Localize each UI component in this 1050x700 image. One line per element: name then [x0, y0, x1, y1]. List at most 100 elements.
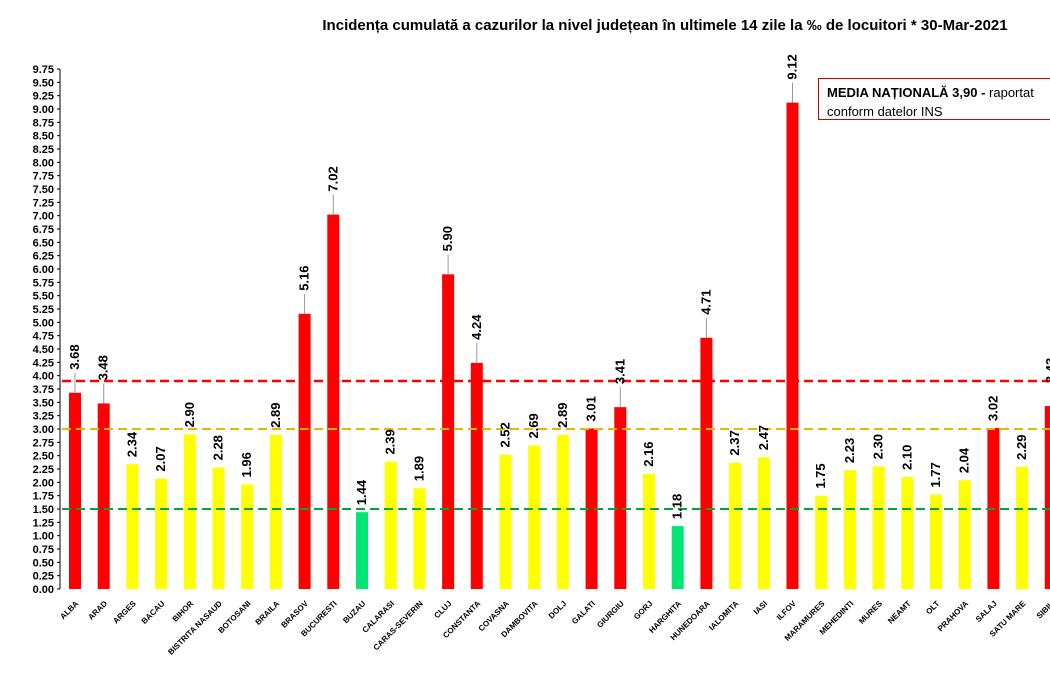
x-tick-label: MURES [857, 599, 884, 626]
data-label: 5.90 [440, 226, 455, 251]
data-label: 2.34 [124, 431, 139, 457]
data-label: 2.89 [268, 403, 283, 428]
y-tick-label: 6.50 [33, 237, 54, 249]
x-tick-label: ALBA [58, 599, 80, 621]
bar-dolj [556, 434, 569, 589]
bar-alba [69, 392, 81, 589]
x-tick-label: GORJ [632, 599, 654, 621]
bar-arad [97, 403, 110, 589]
x-tick-label: IASI [752, 599, 769, 616]
bar-cluj [442, 274, 455, 589]
y-tick-label: 0.75 [33, 544, 54, 556]
y-tick-label: 8.00 [33, 157, 54, 169]
y-tick-label: 9.75 [33, 64, 54, 76]
national-average-box: MEDIA NAȚIONALĂ 3,90 - raportat conform … [818, 78, 1050, 120]
x-tick-label: BUZAU [341, 599, 367, 625]
data-label: 3.01 [584, 396, 599, 421]
bar-brasov [298, 313, 311, 589]
y-tick-label: 7.50 [33, 184, 54, 196]
y-tick-label: 8.75 [33, 117, 54, 129]
y-tick-label: 6.75 [33, 224, 54, 236]
data-label: 2.30 [871, 434, 886, 459]
y-tick-label: 0.50 [33, 557, 54, 569]
bar-galati [585, 428, 598, 589]
y-tick-label: 2.50 [33, 451, 54, 463]
data-label: 1.96 [239, 452, 254, 477]
x-tick-label: NEAMT [886, 599, 913, 626]
data-label: 2.16 [641, 441, 656, 466]
bar-braila [269, 434, 282, 589]
data-label: 5.16 [297, 265, 312, 290]
y-tick-label: 0.00 [33, 584, 54, 596]
bar-covasna [499, 454, 512, 589]
x-tick-label: BIHOR [171, 599, 196, 624]
x-tick-label: ARGES [111, 599, 138, 626]
x-tick-label: GIURGIU [595, 599, 626, 630]
data-label: 3.02 [985, 396, 1000, 421]
y-tick-label: 0.25 [33, 571, 54, 583]
bar-botosani [241, 484, 254, 589]
data-label: 1.77 [928, 462, 943, 487]
bar-bihor [183, 434, 196, 589]
chart-title: Incidența cumulată a cazurilor la nivel … [322, 17, 1008, 34]
x-tick-label: DOLJ [547, 599, 568, 620]
y-tick-label: 4.00 [33, 371, 54, 383]
data-label: 4.24 [469, 314, 484, 340]
y-tick-label: 4.75 [33, 331, 54, 343]
bar-maramures [815, 495, 828, 589]
bar-bucuresti [327, 214, 340, 589]
data-label: 2.04 [957, 447, 972, 473]
y-tick-label: 9.50 [33, 77, 54, 89]
bar-prahova [958, 480, 971, 589]
bar-giurgiu [614, 407, 627, 589]
y-tick-label: 2.75 [33, 437, 54, 449]
x-tick-label: GALATI [570, 599, 597, 626]
data-label: 2.52 [498, 422, 513, 447]
y-tick-label: 7.75 [33, 171, 54, 183]
y-tick-label: 1.50 [33, 504, 54, 516]
data-label: 2.23 [842, 438, 857, 463]
data-label: 1.89 [411, 456, 426, 481]
bar-hunedoara [700, 337, 713, 589]
data-label: 2.37 [727, 430, 742, 455]
y-tick-label: 9.25 [33, 91, 54, 103]
y-tick-label: 3.25 [33, 411, 54, 423]
bar-satu-mare [1016, 466, 1029, 589]
x-tick-label: IALOMITA [707, 599, 740, 632]
bar-dambovita [528, 445, 541, 589]
y-tick-label: 7.00 [33, 211, 54, 223]
bar-olt [930, 494, 942, 589]
x-tick-label: BISTRITA NASAUD [166, 599, 224, 657]
x-tick-label: PRAHOVA [936, 599, 970, 633]
y-tick-label: 2.00 [33, 477, 54, 489]
data-label: 2.39 [383, 429, 398, 454]
national-average-value: MEDIA NAȚIONALĂ 3,90 - [827, 85, 986, 100]
y-tick-label: 2.25 [33, 464, 54, 476]
y-tick-label: 6.25 [33, 251, 54, 263]
data-label: 9.12 [785, 54, 800, 79]
y-tick-label: 7.25 [33, 197, 54, 209]
y-tick-label: 8.25 [33, 144, 54, 156]
bar-constanta [470, 362, 483, 589]
bar-mehedinti [843, 470, 856, 589]
y-tick-label: 8.50 [33, 131, 54, 143]
bar-calarasi [384, 461, 397, 589]
data-label: 1.18 [670, 494, 685, 519]
bar-harghita [671, 526, 684, 589]
x-tick-label: CARAS-SEVERIN [372, 599, 425, 652]
data-label: 2.28 [211, 435, 226, 460]
x-tick-label: BRAILA [254, 599, 282, 627]
data-label: 2.29 [1014, 435, 1029, 460]
data-label: 2.47 [756, 425, 771, 450]
data-label: 2.69 [526, 413, 541, 438]
data-label: 2.07 [153, 446, 168, 471]
data-label: 3.41 [612, 359, 627, 384]
y-tick-label: 3.00 [33, 424, 54, 436]
y-tick-label: 5.00 [33, 317, 54, 329]
y-tick-label: 1.25 [33, 517, 54, 529]
y-tick-label: 4.25 [33, 357, 54, 369]
y-tick-label: 3.50 [33, 397, 54, 409]
national-average-suffix: raportat [985, 85, 1034, 100]
y-tick-label: 3.75 [33, 384, 54, 396]
